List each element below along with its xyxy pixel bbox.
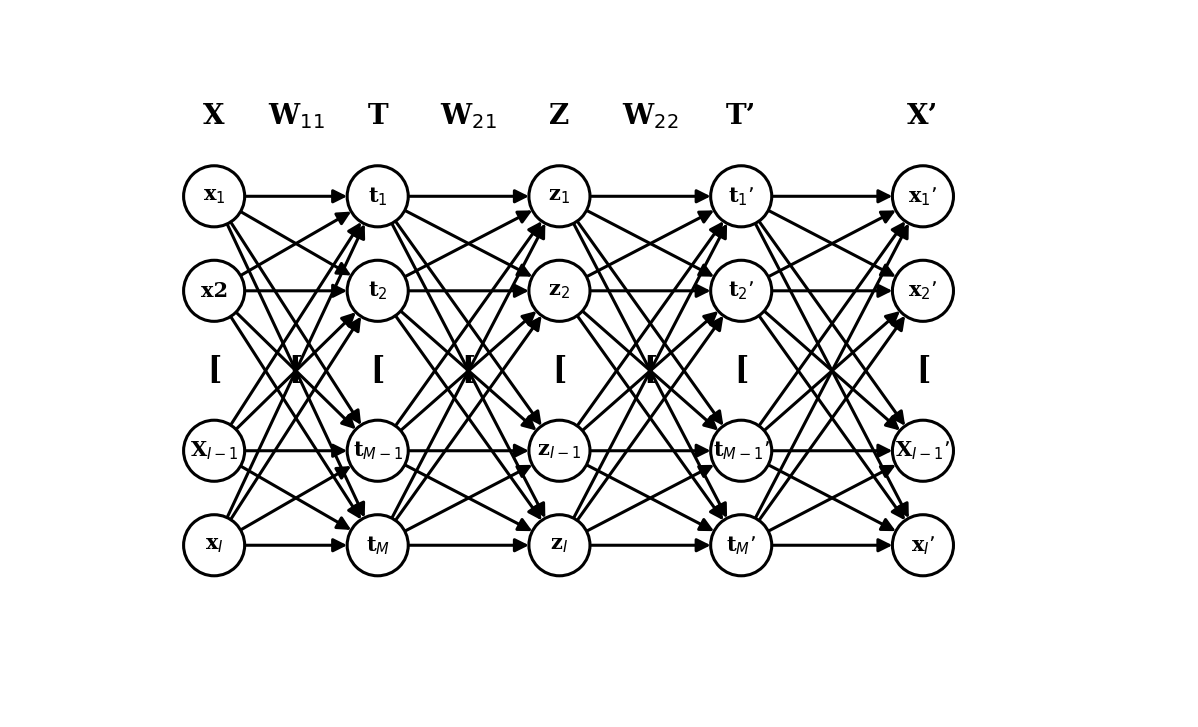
Circle shape	[710, 420, 772, 481]
Circle shape	[347, 420, 409, 481]
Circle shape	[347, 515, 409, 576]
Text: t$_M$’: t$_M$’	[726, 534, 756, 557]
Circle shape	[893, 515, 954, 576]
Text: z$_2$: z$_2$	[549, 281, 570, 301]
Text: X$_{I-1}$’: X$_{I-1}$’	[895, 439, 951, 462]
Text: [: [	[734, 356, 749, 386]
Circle shape	[183, 420, 244, 481]
Circle shape	[710, 515, 772, 576]
Text: t$_{M-1}$’: t$_{M-1}$’	[713, 439, 770, 462]
Text: t$_M$: t$_M$	[365, 534, 389, 557]
Text: t$_2$: t$_2$	[368, 279, 388, 302]
Text: x$_1$: x$_1$	[202, 186, 225, 206]
Circle shape	[528, 260, 589, 321]
Text: x$_I$’: x$_I$’	[910, 534, 936, 557]
Text: z$_1$: z$_1$	[549, 186, 570, 206]
Text: x$_2$’: x$_2$’	[908, 279, 938, 302]
Circle shape	[893, 260, 954, 321]
Text: [: [	[289, 356, 303, 386]
Text: X$_{I-1}$: X$_{I-1}$	[189, 439, 238, 462]
Circle shape	[183, 260, 244, 321]
Circle shape	[893, 420, 954, 481]
Text: W$_{21}$: W$_{21}$	[440, 102, 497, 131]
Text: W$_{11}$: W$_{11}$	[267, 102, 325, 131]
Text: T’: T’	[726, 103, 756, 130]
Text: Z: Z	[550, 103, 569, 130]
Text: [: [	[370, 356, 385, 386]
Circle shape	[528, 420, 589, 481]
Text: x$_I$: x$_I$	[205, 535, 223, 555]
Circle shape	[347, 166, 409, 227]
Text: t$_{M-1}$: t$_{M-1}$	[352, 439, 403, 462]
Text: x2: x2	[200, 281, 228, 301]
Text: [: [	[207, 356, 222, 386]
Text: z$_{I-1}$: z$_{I-1}$	[538, 441, 581, 461]
Circle shape	[347, 260, 409, 321]
Circle shape	[528, 515, 589, 576]
Text: T: T	[368, 103, 388, 130]
Text: t$_1$’: t$_1$’	[728, 185, 755, 208]
Circle shape	[710, 260, 772, 321]
Circle shape	[893, 166, 954, 227]
Text: [: [	[552, 356, 567, 386]
Text: t$_2$’: t$_2$’	[728, 279, 755, 302]
Text: z$_I$: z$_I$	[550, 535, 568, 555]
Text: t$_1$: t$_1$	[368, 185, 388, 208]
Text: [: [	[461, 356, 476, 386]
Text: [: [	[643, 356, 658, 386]
Circle shape	[183, 515, 244, 576]
Text: [: [	[915, 356, 930, 386]
Text: X: X	[204, 103, 225, 130]
Circle shape	[528, 166, 589, 227]
Text: X’: X’	[907, 103, 938, 130]
Text: W$_{22}$: W$_{22}$	[622, 102, 678, 131]
Circle shape	[710, 166, 772, 227]
Circle shape	[183, 166, 244, 227]
Text: x$_1$’: x$_1$’	[908, 185, 938, 208]
